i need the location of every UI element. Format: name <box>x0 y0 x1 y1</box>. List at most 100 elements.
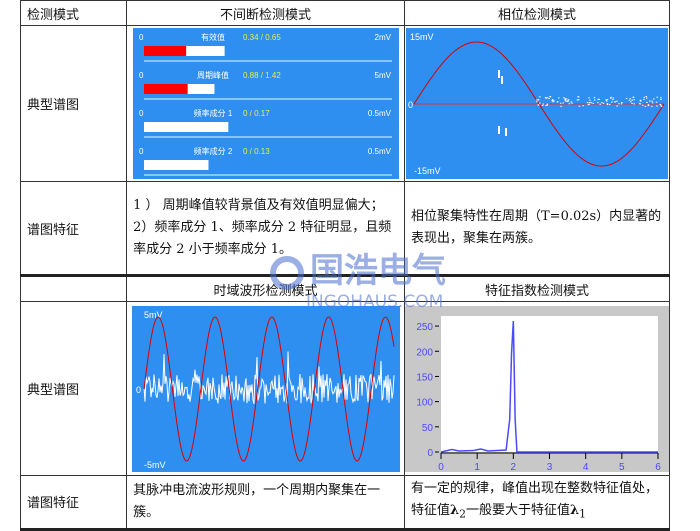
header-mode: 检测模式 <box>21 1 127 26</box>
phase-point <box>566 98 568 99</box>
typical-row-1: 典型谱图 0 有效值 0.34 / 0.65 2mV 0 周期峰值 0.88 / 1.42 5… <box>21 26 670 182</box>
phase-point <box>564 99 566 100</box>
bar-max: 2mV <box>374 33 391 42</box>
phase-point <box>631 103 633 104</box>
phase-point <box>569 103 571 104</box>
plot-area <box>441 316 658 452</box>
phase-point <box>651 106 653 107</box>
feature-text-1b: 2）频率成分 1、频率成分 2 特征明显，且频率成分 2 小于频率成分 1。 <box>133 217 398 261</box>
x-tick-label: 6 <box>655 462 661 472</box>
timedomain-chart: 5mV 0 -5mV <box>132 306 400 472</box>
feature-text-3: 其脉冲电流波形规则，一个周期内聚集在一簇。 <box>127 476 405 530</box>
phase-ymax: 15mV <box>410 32 434 42</box>
bar-label: 频率成分 2 <box>193 146 232 156</box>
phase-point <box>549 96 551 97</box>
phase-point <box>566 101 568 102</box>
phase-point <box>656 97 658 98</box>
phase-point <box>653 98 655 99</box>
bar-label: 有效值 <box>201 32 225 42</box>
y-tick-label: 150 <box>416 372 433 383</box>
phase-point <box>568 99 570 100</box>
phase-point <box>629 100 631 101</box>
phase-point <box>616 105 618 106</box>
header-row-2: 时域波形检测模式 特征指数检测模式 <box>21 276 670 302</box>
phase-point <box>634 103 636 104</box>
x-tick-label: 2 <box>511 462 517 472</box>
bar-label: 频率成分 1 <box>193 108 232 118</box>
phase-point <box>621 103 623 104</box>
bar-value: 0 / 0.17 <box>243 109 270 118</box>
detection-mode-table: 检测模式 不间断检测模式 相位检测模式 典型谱图 0 有效值 0.34 / 0.65… <box>20 0 670 531</box>
phase-point <box>651 101 653 102</box>
phase-point <box>613 97 615 98</box>
phase-point <box>644 97 646 98</box>
td-zero: 0 <box>136 385 141 395</box>
td-noise <box>144 351 394 403</box>
phase-point <box>645 106 647 107</box>
phase-point <box>545 98 547 99</box>
feature-text-2: 相位聚集特性在周期（T=0.02s）内显著的表现出，聚集在两簇。 <box>405 182 670 276</box>
timedomain-panel: 5mV 0 -5mV <box>132 306 400 472</box>
phase-point <box>616 101 618 102</box>
phase-point <box>633 97 635 98</box>
phase-point <box>632 100 634 101</box>
phase-point <box>649 101 651 102</box>
phase-point <box>610 97 612 98</box>
phase-point <box>648 104 650 105</box>
phase-point <box>552 99 554 100</box>
phase-cluster <box>498 70 500 78</box>
typical-label-2: 典型谱图 <box>21 302 127 476</box>
phase-point <box>607 99 609 100</box>
x-tick-label: 5 <box>619 462 625 472</box>
phase-point <box>597 102 599 103</box>
phase-point <box>565 100 567 101</box>
header-feature-index: 特征指数检测模式 <box>405 276 670 302</box>
phase-chart: 15mV 0 -15mV <box>406 28 668 179</box>
continuous-panel: 0 有效值 0.34 / 0.65 2mV 0 周期峰值 0.88 / 1.42 5mV 0 频率… <box>133 28 399 179</box>
x-tick-label: 1 <box>474 462 480 472</box>
typical-row-2: 典型谱图 5mV 0 -5mV 0 50 100 150 200 250 0 1 2 3 4 5 6 <box>21 302 670 476</box>
phase-panel: 15mV 0 -15mV <box>406 28 668 179</box>
phase-point <box>563 102 565 103</box>
phase-point <box>606 101 608 102</box>
phase-point <box>652 102 654 103</box>
bar-value: 0 / 0.13 <box>243 147 270 156</box>
bar-max: 0.5mV <box>367 147 391 156</box>
phase-point <box>593 103 595 104</box>
phase-point <box>553 100 555 101</box>
phase-point <box>605 100 607 101</box>
phase-point <box>578 96 580 97</box>
phase-point <box>538 104 540 105</box>
phase-point <box>582 105 584 106</box>
bar-value: 0.34 / 0.65 <box>243 33 281 42</box>
phase-point <box>607 104 609 105</box>
phase-point <box>588 104 590 105</box>
bar-min: 0 <box>139 33 144 42</box>
header-timedomain: 时域波形检测模式 <box>127 276 405 302</box>
feature-label: 谱图特征 <box>21 182 127 276</box>
bar-min: 0 <box>139 147 144 156</box>
phase-zero: 0 <box>408 100 413 110</box>
phase-point <box>538 99 540 100</box>
feature-label-2: 谱图特征 <box>21 476 127 530</box>
y-tick-label: 100 <box>416 397 433 408</box>
bar-max: 5mV <box>374 71 391 80</box>
bar-min: 0 <box>139 109 144 118</box>
phase-point <box>640 103 642 104</box>
phase-point <box>660 99 662 100</box>
phase-point <box>611 102 613 103</box>
phase-point <box>599 99 601 100</box>
bar-max: 0.5mV <box>367 109 391 118</box>
phase-point <box>610 98 612 99</box>
phase-point <box>646 98 648 99</box>
phase-point <box>640 100 642 101</box>
phase-ymin: -15mV <box>414 166 441 176</box>
phase-point <box>594 100 596 101</box>
phase-point <box>536 101 538 102</box>
phase-point <box>646 102 648 103</box>
phase-point <box>578 99 580 100</box>
phase-cluster <box>501 76 503 84</box>
phase-point <box>579 106 581 107</box>
phase-point <box>571 101 573 102</box>
phase-point <box>612 99 614 100</box>
